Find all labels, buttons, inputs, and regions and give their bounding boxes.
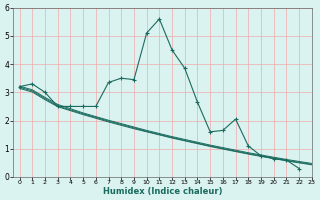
X-axis label: Humidex (Indice chaleur): Humidex (Indice chaleur): [103, 187, 222, 196]
